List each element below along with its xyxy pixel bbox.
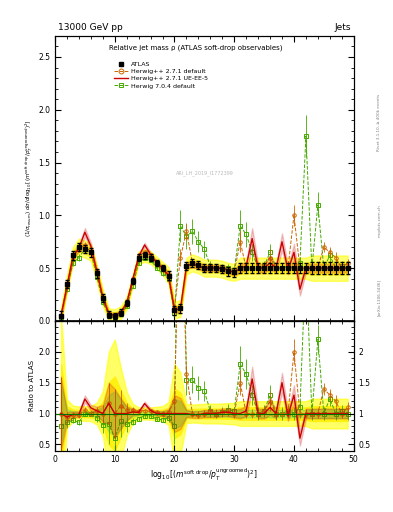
Text: Jets: Jets: [334, 23, 351, 32]
Y-axis label: Ratio to ATLAS: Ratio to ATLAS: [29, 360, 35, 411]
Text: 13000 GeV pp: 13000 GeV pp: [58, 23, 123, 32]
Text: mcplots.cern.ch: mcplots.cern.ch: [377, 204, 381, 237]
Text: [arXiv:1306.3436]: [arXiv:1306.3436]: [377, 279, 381, 315]
Text: ARI_LH_2019_I1772399: ARI_LH_2019_I1772399: [176, 170, 233, 176]
Text: Relative jet mass ρ (ATLAS soft-drop observables): Relative jet mass ρ (ATLAS soft-drop obs…: [109, 45, 282, 51]
Text: Rivet 3.1.10, ≥ 400k events: Rivet 3.1.10, ≥ 400k events: [377, 94, 381, 152]
Legend: ATLAS, Herwig++ 2.7.1 default, Herwig++ 2.7.1 UE-EE-5, Herwig 7.0.4 default: ATLAS, Herwig++ 2.7.1 default, Herwig++ …: [112, 59, 210, 91]
X-axis label: $\log_{10}[(m^{\mathrm{soft\ drop}}/p_T^{\mathrm{ungroomed}})^2]$: $\log_{10}[(m^{\mathrm{soft\ drop}}/p_T^…: [151, 467, 258, 483]
Y-axis label: $(1/\sigma_\mathrm{resum})\ d\sigma/d\log_{10}[(m^{\mathrm{soft\ drop}}/p_T^{\ma: $(1/\sigma_\mathrm{resum})\ d\sigma/d\lo…: [24, 120, 35, 237]
